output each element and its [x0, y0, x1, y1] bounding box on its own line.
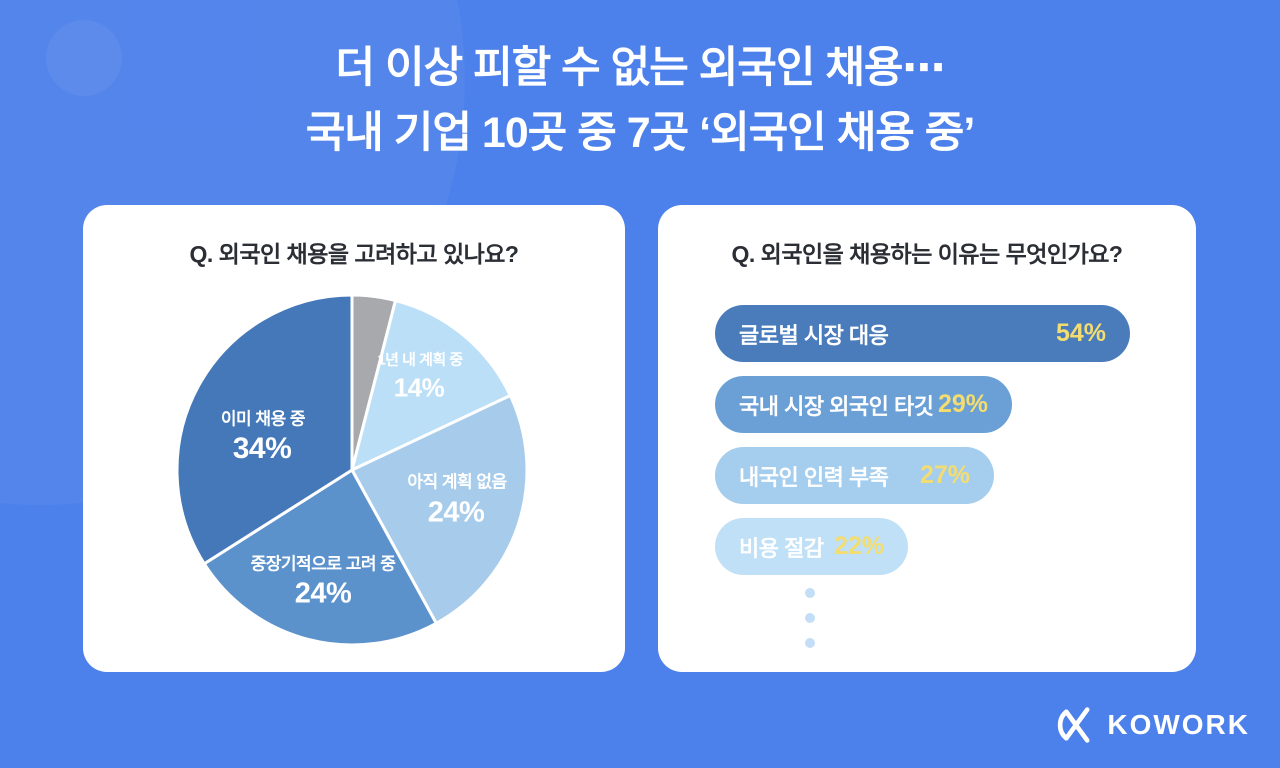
- dot-icon: [805, 588, 815, 598]
- pie-slice-label: 아직 계획 없음: [407, 472, 507, 492]
- bar-row: 비용 절감 22%: [715, 518, 908, 575]
- main-title-line1: 더 이상 피할 수 없는 외국인 채용⋯: [335, 44, 946, 92]
- kowork-logo-mark-icon: [1058, 707, 1090, 743]
- bar-chart: 글로벌 시장 대응 54% 국내 시장 외국인 타깃 29% 내국인 인력 부족 27% 비…: [715, 305, 1177, 589]
- dot-icon: [805, 613, 815, 623]
- bar-label: 내국인 인력 부족: [739, 464, 889, 490]
- bar-chart-question: Q. 외국인을 채용하는 이유는 무엇인가요?: [731, 241, 1123, 267]
- pie-slice: [350, 393, 529, 625]
- main-title-line2: 국내 기업 10곳 중 7곳 ‘외국인 채용 중’: [305, 109, 976, 157]
- pie-slice-value: 24%: [427, 496, 485, 529]
- bar-value: 22%: [833, 532, 884, 560]
- main-title: 더 이상 피할 수 없는 외국인 채용⋯ 국내 기업 10곳 중 7곳 ‘외국인…: [0, 36, 1280, 166]
- dot-icon: [805, 638, 815, 648]
- bar-label: 국내 시장 외국인 타깃: [739, 393, 934, 419]
- pie-slice: [350, 299, 512, 472]
- pie-slice-label: 이미 채용 중: [220, 409, 306, 429]
- pie-chart-card: Q. 외국인 채용을 고려하고 있나요? 1년 내 계획 중 14% 아직 계획 없…: [83, 205, 625, 672]
- bar-label: 비용 절감: [739, 535, 824, 561]
- pie-slice: [175, 293, 354, 566]
- bar-row: 글로벌 시장 대응 54%: [715, 305, 1130, 362]
- pie-slice: [202, 468, 438, 647]
- bar-value: 27%: [919, 461, 970, 489]
- pie-chart: 1년 내 계획 중 14% 아직 계획 없음 24% 중장기적으로 고려 중 24% 이미 …: [175, 293, 529, 647]
- bar-row: 국내 시장 외국인 타깃 29%: [715, 376, 1012, 433]
- pie-slice-label: 중장기적으로 고려 중: [250, 554, 396, 574]
- kowork-logo-text: KOWORK: [1107, 709, 1250, 740]
- more-items-dots: [805, 588, 815, 648]
- bar-value: 29%: [937, 390, 988, 418]
- pie-slice-label: 1년 내 계획 중: [377, 351, 463, 369]
- pie-chart-question: Q. 외국인 채용을 고려하고 있나요?: [189, 241, 519, 267]
- pie-slice-value: 14%: [393, 372, 445, 403]
- kowork-logo: KOWORK: [1051, 703, 1250, 747]
- pie-slice-value: 34%: [232, 432, 292, 465]
- bar-chart-card: Q. 외국인을 채용하는 이유는 무엇인가요? 글로벌 시장 대응 54% 국내 시…: [658, 205, 1196, 672]
- pie-slice-value: 24%: [294, 577, 352, 610]
- bar-value: 54%: [1055, 319, 1106, 347]
- bar-label: 글로벌 시장 대응: [739, 322, 889, 348]
- bar-row: 내국인 인력 부족 27%: [715, 447, 994, 504]
